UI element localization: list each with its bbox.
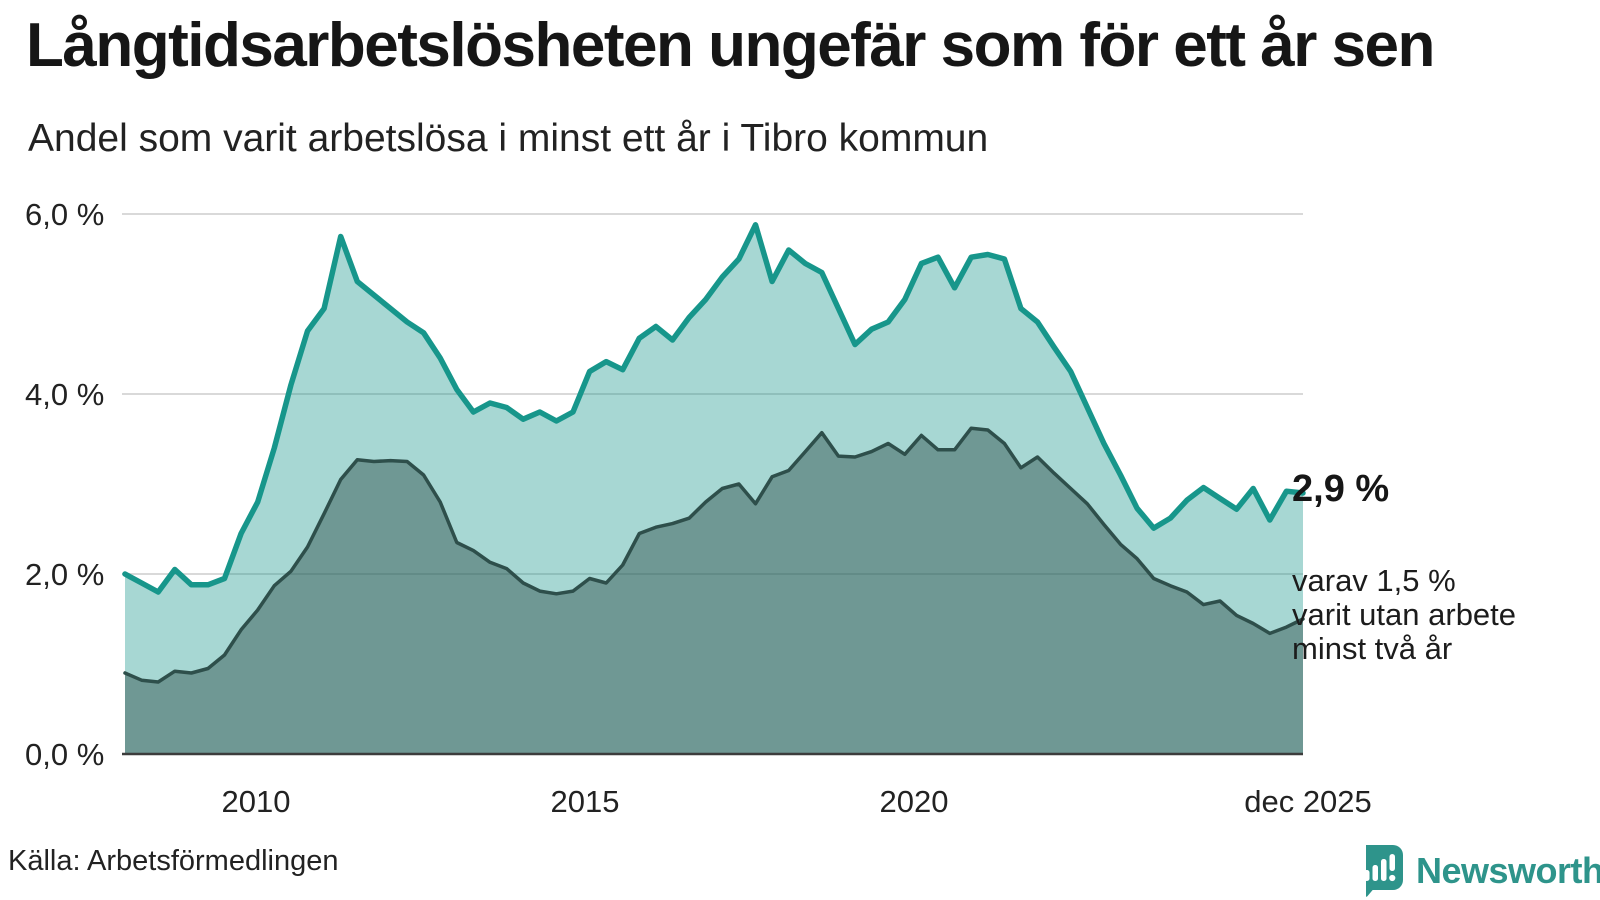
y-tick-6: 6,0 % — [25, 197, 104, 232]
series-lines — [122, 222, 1306, 684]
y-tick-2: 2,0 % — [25, 557, 104, 592]
source-attribution: Källa: Arbetsförmedlingen — [8, 845, 339, 877]
y-tick-4: 4,0 % — [25, 377, 104, 412]
newsworthy-logo: Newsworthy — [1356, 845, 1600, 897]
series-areas — [125, 224, 1303, 755]
x-axis-labels: 2010 2015 2020 dec 2025 — [222, 784, 1372, 819]
end-value-label: 2,9 % — [1292, 468, 1390, 510]
newsworthy-logo-icon — [1364, 845, 1403, 897]
page-title: Långtidsarbetslösheten ungefär som för e… — [26, 11, 1435, 80]
y-axis-labels: 6,0 % 4,0 % 2,0 % 0,0 % — [25, 197, 104, 772]
x-tick-dec-2025: dec 2025 — [1244, 784, 1372, 819]
end-value-sublabel: varav 1,5 % varit utan arbete minst två … — [1292, 563, 1517, 666]
x-tick-2010: 2010 — [222, 784, 291, 819]
x-tick-2015: 2015 — [551, 784, 620, 819]
x-tick-2020: 2020 — [880, 784, 949, 819]
y-tick-0: 0,0 % — [25, 737, 104, 772]
newsworthy-logo-text: Newsworthy — [1416, 850, 1600, 891]
gridlines — [122, 213, 1303, 575]
page-subtitle: Andel som varit arbetslösa i minst ett å… — [28, 117, 989, 160]
